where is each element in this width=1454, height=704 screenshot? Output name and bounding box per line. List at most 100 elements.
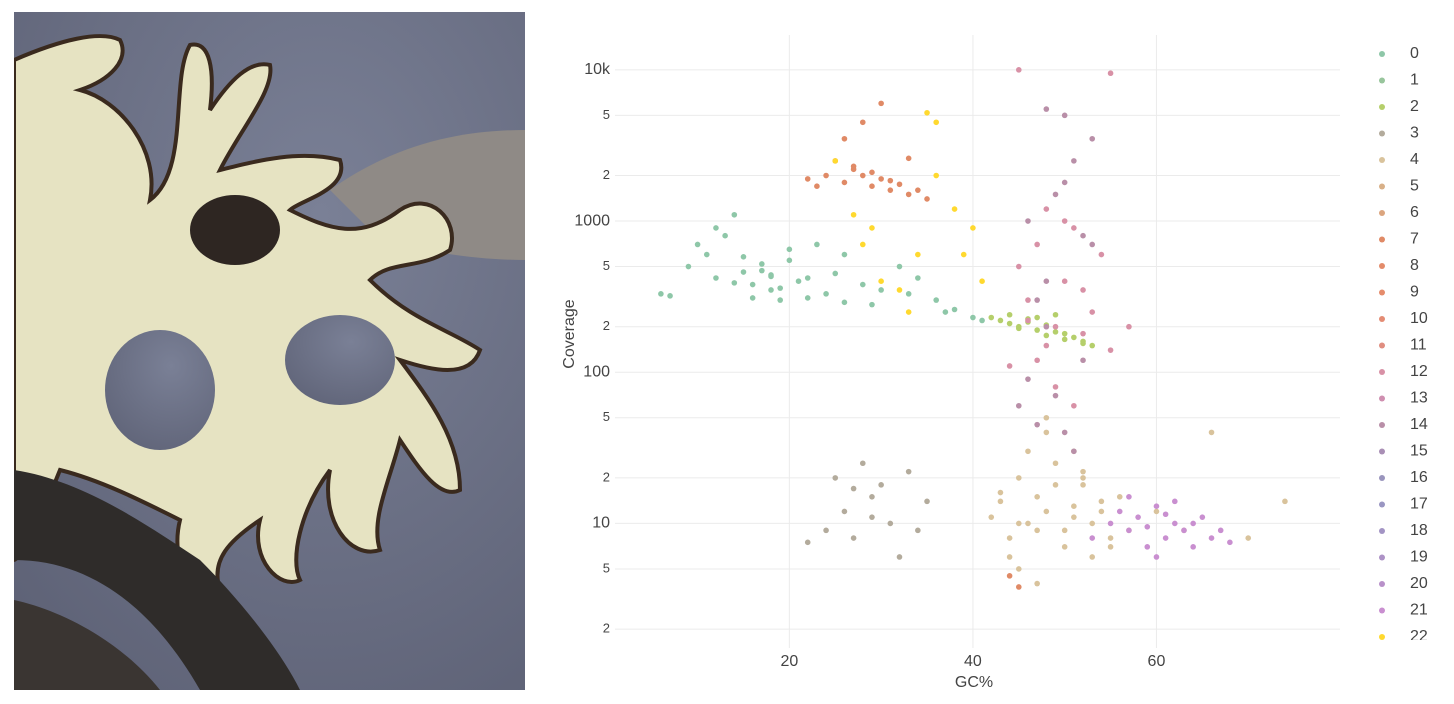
legend-label: 8 — [1410, 257, 1419, 274]
point — [1107, 544, 1114, 550]
point — [1052, 329, 1059, 335]
point — [859, 172, 866, 179]
point — [1015, 566, 1022, 572]
point — [869, 494, 875, 500]
legend-marker — [1379, 289, 1385, 296]
point — [878, 278, 884, 285]
point — [896, 181, 903, 188]
point — [832, 158, 839, 164]
point — [869, 225, 875, 231]
point — [869, 183, 875, 189]
point — [1071, 503, 1077, 510]
point — [1153, 554, 1160, 560]
y-tick-label: 5 — [603, 409, 610, 424]
legend-marker — [1379, 554, 1385, 561]
legend-label: 11 — [1410, 337, 1427, 354]
point — [1098, 498, 1105, 505]
point — [1107, 70, 1114, 77]
point — [1071, 225, 1077, 231]
point — [1015, 520, 1022, 527]
point — [1098, 508, 1105, 515]
legend-marker — [1379, 369, 1385, 375]
plot-area: 20 40 60 2 5 10 2 5 100 2 5 1000 2 5 10k — [574, 35, 1340, 670]
point — [1006, 320, 1013, 327]
legend-marker — [1379, 422, 1385, 428]
point — [1034, 494, 1040, 500]
x-axis-title: GC% — [955, 674, 993, 691]
legend-marker — [1379, 634, 1385, 640]
point — [1015, 475, 1022, 481]
x-tick-label: 60 — [1148, 653, 1166, 670]
legend-marker — [1379, 51, 1385, 57]
point — [1089, 535, 1096, 541]
point — [1006, 535, 1013, 541]
point — [1015, 325, 1022, 332]
legend-label: 0 — [1410, 45, 1419, 62]
point — [1052, 191, 1059, 198]
point — [1043, 323, 1050, 330]
point — [960, 251, 967, 258]
point — [1043, 332, 1050, 339]
y-tick-label: 5 — [603, 560, 610, 575]
point — [859, 460, 866, 467]
point — [1089, 554, 1096, 560]
point — [1162, 535, 1169, 541]
point — [1043, 342, 1050, 349]
point — [804, 176, 811, 182]
point — [933, 119, 940, 126]
point — [1006, 573, 1013, 579]
legend-label: 16 — [1410, 469, 1428, 486]
point — [1089, 135, 1096, 142]
point — [997, 489, 1004, 496]
point — [749, 295, 756, 301]
point — [1162, 511, 1169, 518]
point — [905, 291, 912, 297]
point — [850, 211, 857, 218]
legend-marker — [1379, 501, 1385, 508]
point — [1034, 357, 1040, 364]
point — [878, 482, 884, 488]
point — [1034, 580, 1040, 587]
point — [1034, 327, 1040, 333]
point — [1153, 503, 1160, 510]
point — [1071, 514, 1077, 520]
legend-marker — [1379, 210, 1385, 216]
point — [1172, 498, 1178, 505]
y-tick-label: 10 — [592, 515, 610, 532]
point — [1034, 314, 1040, 321]
point — [786, 246, 793, 253]
point — [859, 241, 866, 248]
point — [731, 280, 738, 286]
point — [1089, 520, 1096, 527]
point — [1006, 363, 1013, 369]
legend-label: 13 — [1410, 390, 1428, 407]
point — [1015, 402, 1022, 409]
point — [768, 287, 774, 293]
point — [777, 285, 783, 291]
point — [1080, 330, 1086, 337]
legend-label: 5 — [1410, 178, 1419, 195]
point — [1107, 520, 1114, 527]
y-tick-label: 2 — [603, 469, 610, 484]
point — [1071, 402, 1077, 409]
point — [915, 187, 921, 193]
legend-marker — [1379, 395, 1385, 402]
point — [1172, 520, 1178, 527]
point — [713, 275, 719, 281]
point — [887, 177, 894, 184]
legend-label: 6 — [1410, 204, 1419, 221]
legend-marker — [1379, 607, 1385, 614]
point — [1043, 508, 1050, 515]
point — [694, 241, 701, 248]
point — [804, 275, 811, 281]
point — [722, 232, 728, 239]
point — [731, 211, 738, 218]
point — [777, 297, 783, 303]
point — [1144, 523, 1151, 530]
point — [859, 281, 866, 288]
point — [878, 176, 884, 182]
point — [1126, 323, 1132, 330]
legend-label: 1 — [1410, 72, 1419, 89]
legend-label: 4 — [1410, 151, 1419, 168]
